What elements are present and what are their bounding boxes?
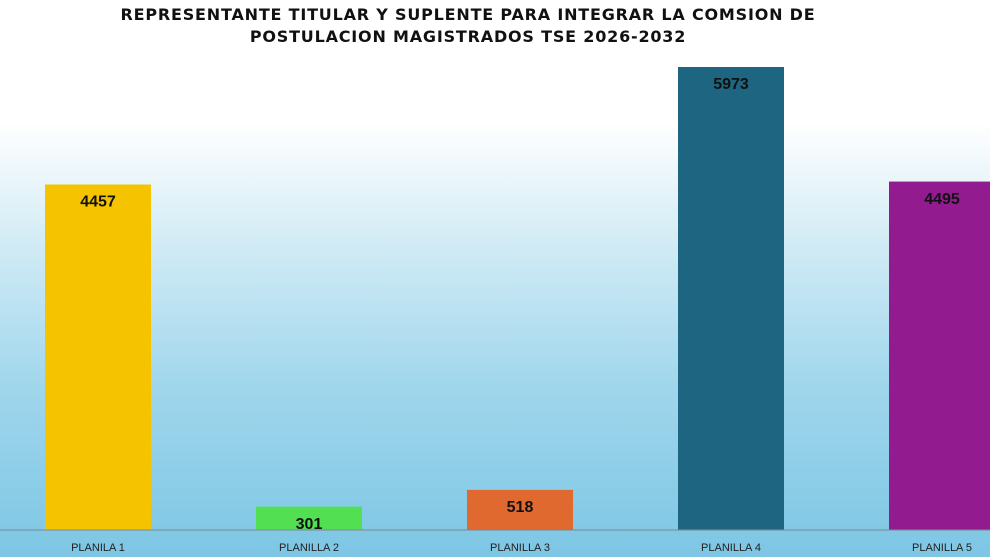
value-label: 4495 <box>924 191 960 208</box>
value-label: 4457 <box>80 194 116 211</box>
value-label: 518 <box>507 499 534 516</box>
x-tick-label: PLANILA 1 <box>71 542 125 554</box>
x-tick-label: PLANILLA 2 <box>279 542 339 554</box>
bar <box>889 181 990 531</box>
bar <box>678 67 784 530</box>
x-tick-label: PLANILLA 3 <box>490 542 550 554</box>
bar <box>45 184 151 530</box>
bar <box>467 489 573 530</box>
x-tick-label: PLANILLA 4 <box>701 542 761 554</box>
x-tick-label: PLANILLA 5 <box>912 542 972 554</box>
value-label: 301 <box>296 516 323 533</box>
bar <box>256 506 362 530</box>
chart-title: REPRESENTANTE TITULAR Y SUPLENTE PARA IN… <box>120 5 816 46</box>
value-label: 5973 <box>713 76 749 93</box>
